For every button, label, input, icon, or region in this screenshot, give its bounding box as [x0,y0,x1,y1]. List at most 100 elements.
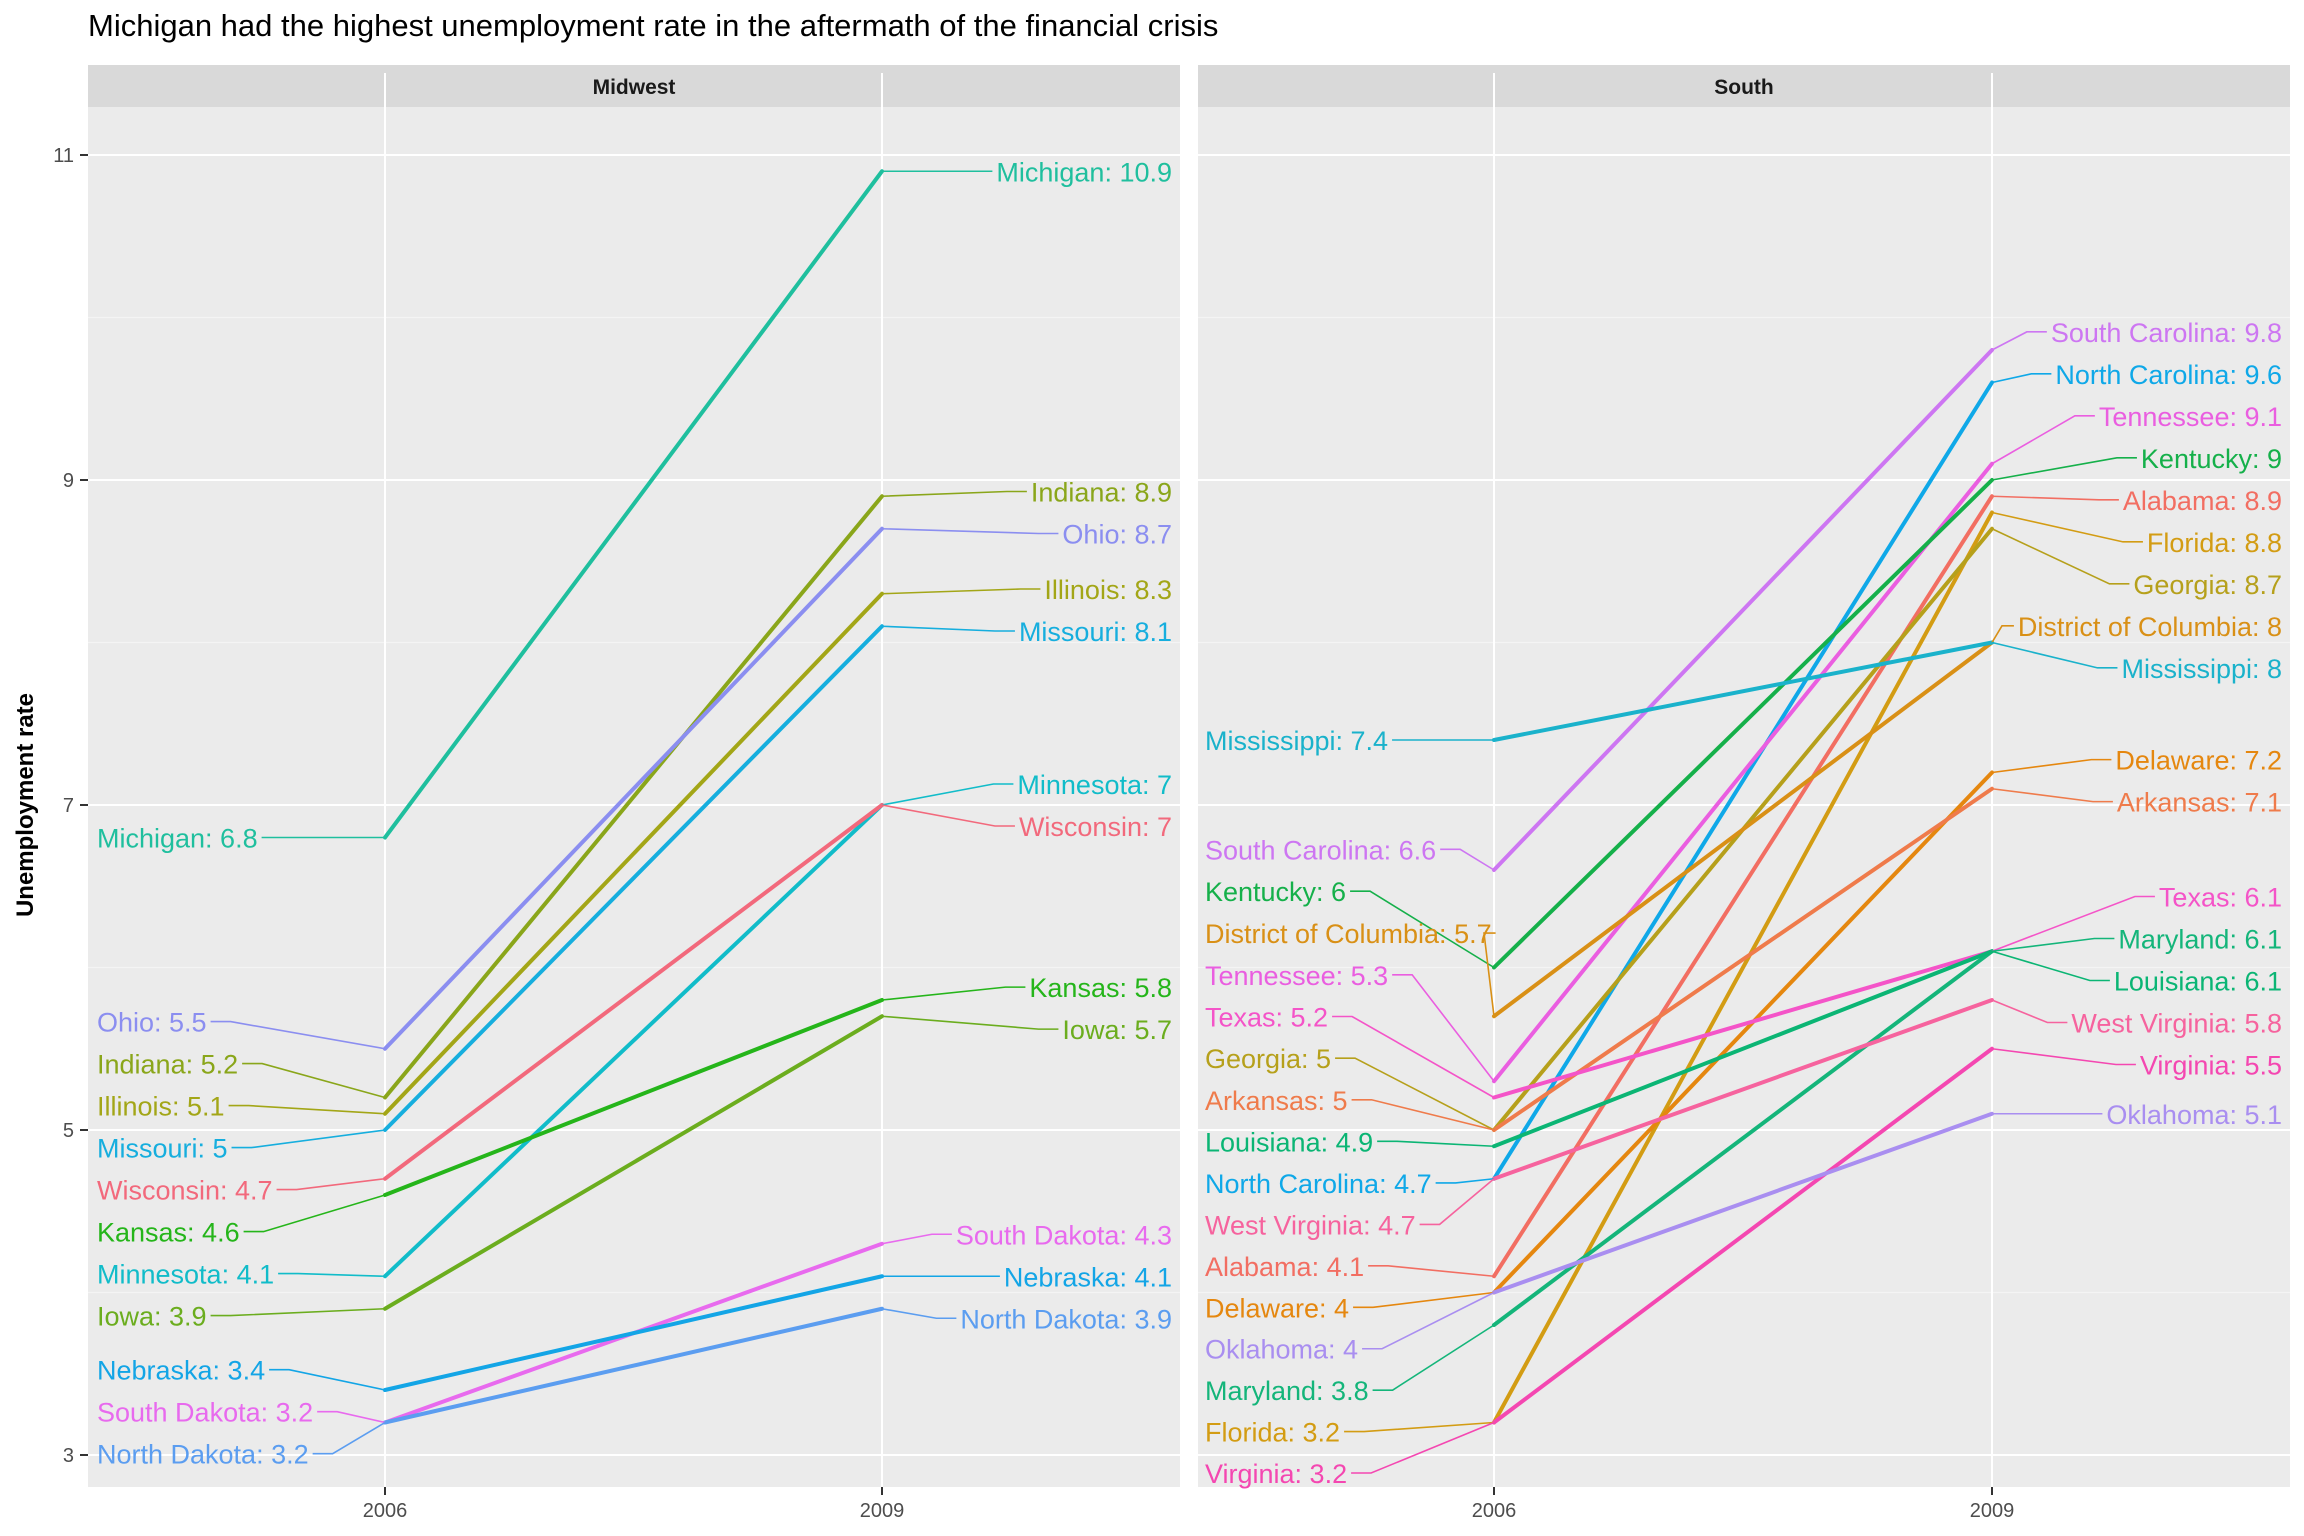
series-line-west-virginia [1492,998,1994,1181]
left-label-louisiana: Louisiana: 4.9 [1205,1127,1373,1157]
left-label-district-of-columbia: District of Columbia: 5.7 [1205,919,1492,949]
series-labels: Michigan: 6.8 Ohio: 5.5 Indiana: 5.2 Illino… [97,157,1172,1469]
left-label-missouri: Missouri: 5 [97,1134,228,1164]
facet-panels: Midwest 2006 2009 Michigan: 6.8 Ohio: 5.5 Ind… [88,65,2290,1522]
series-line-south-carolina [1492,348,1994,872]
left-label-tennessee: Tennessee: 5.3 [1205,961,1388,991]
y-tick-label: 11 [53,145,74,167]
right-leader-illinois [881,588,1041,595]
right-leader-north-dakota [881,1307,957,1320]
left-leader-minnesota [278,1272,386,1278]
series-line-michigan [383,169,884,840]
y-tick-label: 7 [63,795,74,817]
left-label-texas: Texas: 5.2 [1205,1003,1328,1033]
right-label-kansas: Kansas: 5.8 [1029,973,1172,1003]
left-label-ohio: Ohio: 5.5 [97,1008,207,1038]
right-leader-missouri [881,625,1015,632]
left-label-illinois: Illinois: 5.1 [97,1092,225,1122]
series-line-tennessee [1492,461,1994,1084]
y-tick-label: 3 [63,1445,74,1467]
right-label-arkansas: Arkansas: 7.1 [2117,788,2282,818]
right-leader-alabama [1991,495,2119,501]
right-label-minnesota: Minnesota: 7 [1017,770,1172,800]
left-leader-delaware [1353,1291,1495,1309]
right-leader-maryland [1991,937,2115,953]
facet-strip-label: South [1714,76,1773,99]
right-label-north-dakota: North Dakota: 3.9 [960,1304,1172,1334]
left-leader-kansas [243,1194,386,1233]
left-label-michigan: Michigan: 6.8 [97,824,258,854]
right-leader-indiana [881,490,1027,498]
left-label-kentucky: Kentucky: 6 [1205,877,1346,907]
right-leader-minnesota [881,783,1014,806]
left-leader-district-of-columbia [1483,932,1496,1017]
left-leader-ohio [210,1020,386,1050]
left-label-wisconsin: Wisconsin: 4.7 [97,1176,273,1206]
left-label-delaware: Delaware: 4 [1205,1293,1349,1323]
right-leader-wisconsin [881,804,1015,827]
left-leader-alabama [1368,1265,1495,1278]
right-leader-district-of-columbia [1991,625,2014,643]
x-tick-label: 2006 [363,1500,408,1522]
series-line-kansas [383,998,884,1197]
right-leader-louisiana [1991,950,2110,982]
y-tick-label: 9 [63,470,74,492]
left-leader-south-dakota [317,1410,386,1424]
right-label-district-of-columbia: District of Columbia: 8 [2018,612,2282,642]
left-label-iowa: Iowa: 3.9 [97,1302,207,1332]
left-leader-south-carolina [1440,848,1495,871]
y-axis-label: Unemployment rate [12,693,39,917]
x-tick-label: 2006 [1472,1500,1517,1522]
series-line-wisconsin [383,803,884,1181]
right-label-tennessee: Tennessee: 9.1 [2099,402,2282,432]
right-label-louisiana: Louisiana: 6.1 [2114,967,2282,997]
series-line-oklahoma [1492,1111,1994,1295]
series-lines [1492,348,1994,1425]
series-line-kentucky [1492,478,1994,970]
right-label-iowa: Iowa: 5.7 [1062,1015,1172,1045]
right-label-illinois: Illinois: 8.3 [1044,575,1172,605]
right-label-virginia: Virginia: 5.5 [2140,1051,2282,1081]
left-leader-georgia [1335,1057,1495,1131]
right-label-north-carolina: North Carolina: 9.6 [2055,360,2282,390]
left-leader-oklahoma [1362,1291,1495,1350]
left-label-oklahoma: Oklahoma: 4 [1205,1335,1358,1365]
right-label-missouri: Missouri: 8.1 [1019,617,1172,647]
left-label-nebraska: Nebraska: 3.4 [97,1356,265,1386]
right-leader-arkansas [1991,787,2113,803]
left-label-alabama: Alabama: 4.1 [1205,1252,1364,1282]
left-leader-arkansas [1351,1098,1495,1131]
left-label-south-carolina: South Carolina: 6.6 [1205,835,1436,865]
right-label-delaware: Delaware: 7.2 [2115,746,2282,776]
right-label-michigan: Michigan: 10.9 [996,157,1172,187]
right-leader-virginia [1991,1047,2136,1066]
left-label-indiana: Indiana: 5.2 [97,1050,238,1080]
left-leader-north-carolina [1435,1177,1495,1184]
right-label-south-carolina: South Carolina: 9.8 [2051,318,2282,348]
left-leader-iowa [210,1307,386,1317]
left-leader-wisconsin [276,1177,386,1191]
left-label-minnesota: Minnesota: 4.1 [97,1260,274,1290]
facet-strip-label: Midwest [593,76,676,99]
right-leader-ohio [881,527,1059,535]
left-label-north-carolina: North Carolina: 4.7 [1205,1169,1432,1199]
left-leader-louisiana [1377,1140,1495,1148]
series-line-missouri [383,624,884,1132]
right-label-nebraska: Nebraska: 4.1 [1004,1262,1172,1292]
left-leader-missouri [231,1129,386,1149]
right-label-ohio: Ohio: 8.7 [1062,520,1172,550]
y-tick-label: 5 [63,1120,74,1142]
left-leader-virginia [1351,1421,1495,1474]
panel-background [88,73,1180,1487]
right-leader-south-dakota [881,1233,952,1245]
right-label-south-dakota: South Dakota: 4.3 [956,1220,1172,1250]
right-label-texas: Texas: 6.1 [2159,883,2282,913]
left-leader-nebraska [269,1368,386,1391]
facet-strip [88,65,1180,107]
right-label-maryland: Maryland: 6.1 [2118,925,2282,955]
series-line-florida [1492,510,1994,1425]
right-leader-mississippi [1991,641,2118,669]
left-label-georgia: Georgia: 5 [1205,1044,1331,1074]
left-label-arkansas: Arkansas: 5 [1205,1086,1348,1116]
